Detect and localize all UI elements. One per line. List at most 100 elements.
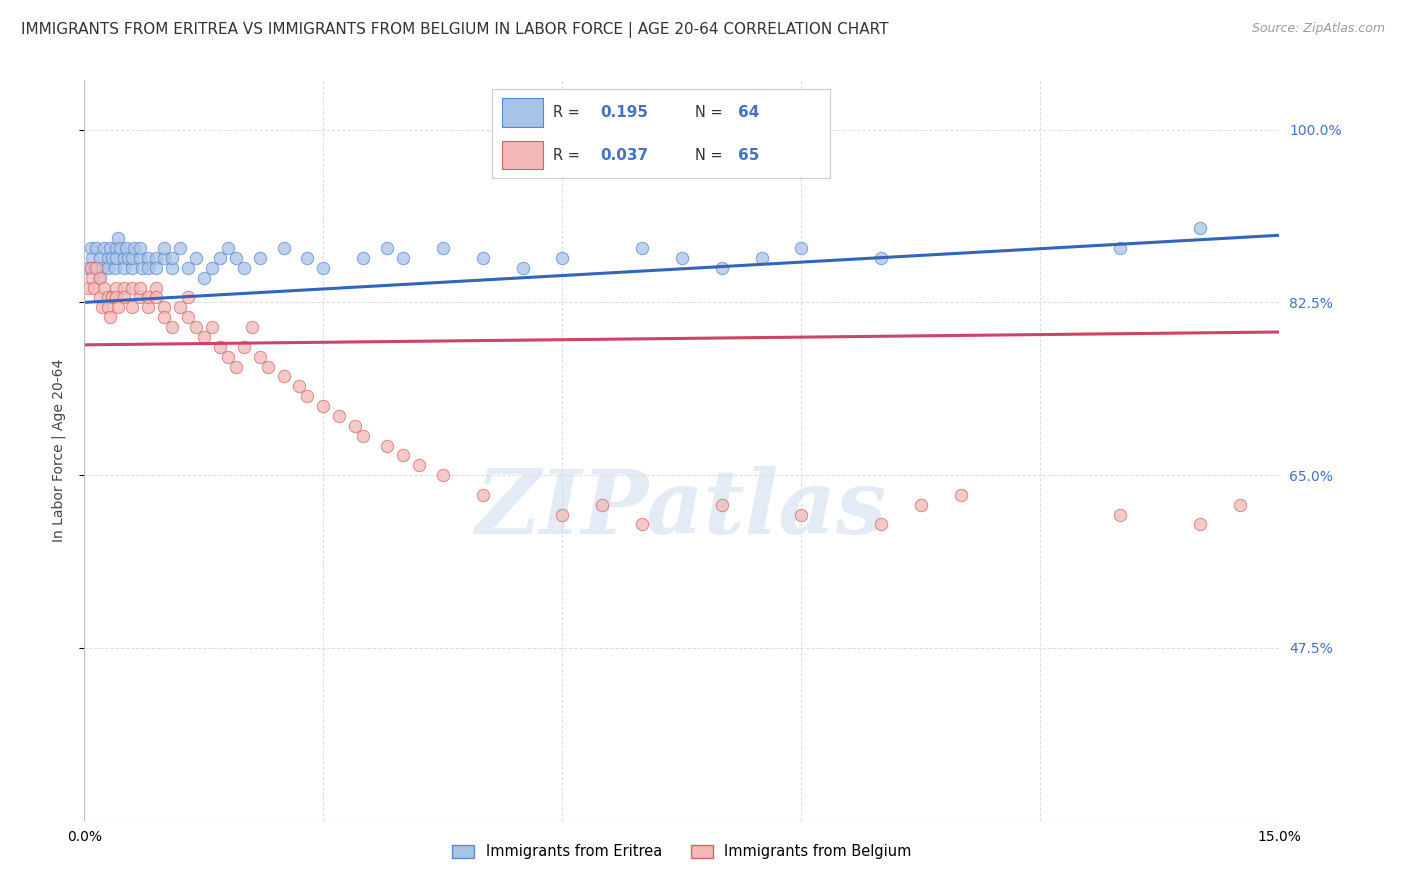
Text: Source: ZipAtlas.com: Source: ZipAtlas.com — [1251, 22, 1385, 36]
Point — [870, 517, 893, 532]
Point — [392, 449, 415, 463]
Point — [117, 251, 139, 265]
FancyBboxPatch shape — [502, 141, 543, 169]
Point — [83, 280, 105, 294]
Point — [177, 290, 200, 304]
Point — [217, 241, 239, 255]
Point — [352, 428, 374, 442]
Point — [101, 251, 124, 265]
Point — [193, 270, 215, 285]
Point — [392, 251, 415, 265]
Point — [80, 241, 103, 255]
Point — [232, 260, 254, 275]
Point — [671, 251, 693, 265]
Point — [105, 280, 128, 294]
Point — [184, 251, 207, 265]
Point — [153, 301, 176, 315]
Point — [949, 488, 972, 502]
Point — [169, 301, 191, 315]
Point — [121, 280, 143, 294]
Point — [97, 301, 120, 315]
Point — [375, 241, 398, 255]
Point — [193, 330, 215, 344]
Y-axis label: In Labor Force | Age 20-64: In Labor Force | Age 20-64 — [52, 359, 66, 542]
Point — [710, 498, 733, 512]
Point — [145, 251, 167, 265]
Point — [121, 260, 143, 275]
Point — [288, 379, 311, 393]
Point — [169, 241, 191, 255]
Point — [160, 260, 183, 275]
Point — [328, 409, 350, 423]
Point — [98, 241, 121, 255]
Point — [129, 241, 152, 255]
Point — [184, 320, 207, 334]
Text: 65: 65 — [738, 148, 759, 162]
Point — [121, 301, 143, 315]
Point — [217, 350, 239, 364]
Point — [105, 241, 128, 255]
Point — [208, 340, 231, 354]
Point — [177, 310, 200, 325]
Point — [112, 251, 135, 265]
Point — [160, 251, 183, 265]
Point — [107, 231, 129, 245]
Point — [129, 290, 152, 304]
Point — [631, 517, 654, 532]
Point — [512, 260, 534, 275]
Point — [432, 468, 454, 483]
Text: R =: R = — [553, 148, 585, 162]
Point — [273, 241, 295, 255]
Point — [104, 260, 127, 275]
Point — [97, 290, 120, 304]
Point — [232, 340, 254, 354]
Point — [90, 260, 112, 275]
Point — [160, 320, 183, 334]
Point — [201, 320, 224, 334]
Point — [1188, 517, 1211, 532]
Point — [471, 488, 494, 502]
Point — [80, 260, 103, 275]
Point — [90, 301, 112, 315]
Point — [110, 241, 132, 255]
Point — [312, 260, 335, 275]
Point — [112, 280, 135, 294]
Point — [112, 260, 135, 275]
Point — [751, 251, 773, 265]
Point — [910, 498, 932, 512]
Point — [471, 251, 494, 265]
Point — [375, 438, 398, 452]
Point — [249, 251, 271, 265]
Point — [153, 310, 176, 325]
Point — [153, 251, 176, 265]
Text: N =: N = — [695, 148, 727, 162]
Point — [136, 301, 159, 315]
Point — [112, 290, 135, 304]
Point — [225, 359, 247, 374]
Point — [408, 458, 430, 473]
Point — [790, 508, 813, 522]
Point — [98, 310, 121, 325]
Point — [77, 280, 100, 294]
Text: R =: R = — [553, 105, 585, 120]
Point — [551, 251, 574, 265]
Point — [297, 389, 319, 403]
Point — [97, 260, 120, 275]
Text: 0.037: 0.037 — [600, 148, 648, 162]
Point — [121, 251, 143, 265]
Point — [136, 290, 159, 304]
Point — [86, 241, 108, 255]
Point — [82, 270, 104, 285]
Point — [105, 290, 128, 304]
Point — [273, 369, 295, 384]
FancyBboxPatch shape — [502, 98, 543, 127]
Point — [86, 260, 108, 275]
Text: IMMIGRANTS FROM ERITREA VS IMMIGRANTS FROM BELGIUM IN LABOR FORCE | AGE 20-64 CO: IMMIGRANTS FROM ERITREA VS IMMIGRANTS FR… — [21, 22, 889, 38]
Point — [790, 241, 813, 255]
Point — [256, 359, 278, 374]
Point — [89, 251, 111, 265]
Point — [1188, 221, 1211, 235]
Point — [93, 280, 115, 294]
Point — [129, 280, 152, 294]
Point — [344, 418, 367, 433]
